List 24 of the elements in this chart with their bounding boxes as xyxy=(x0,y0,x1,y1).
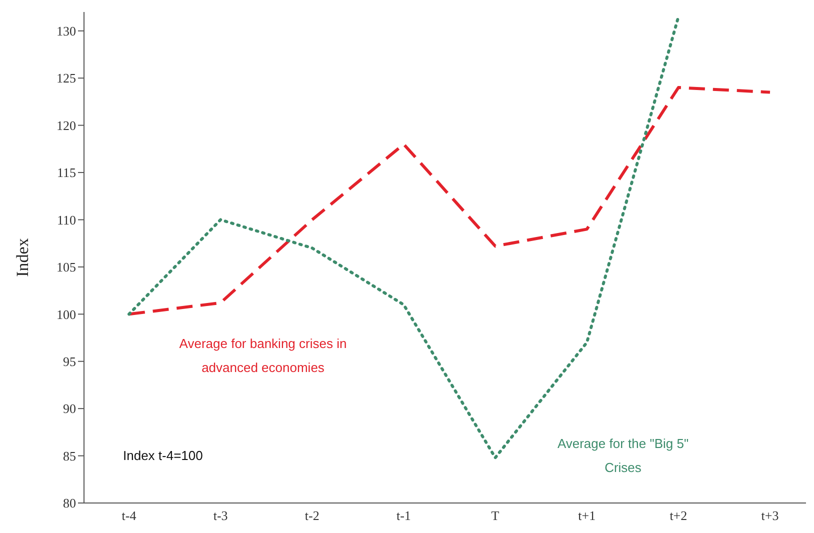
x-tick-label: t-1 xyxy=(396,508,411,524)
y-tick-label: 90 xyxy=(63,401,76,416)
x-tick-label: t+3 xyxy=(761,508,779,524)
annotation: Index t-4=100 xyxy=(123,448,203,463)
y-tick-label: 110 xyxy=(56,212,76,228)
y-tick-label: 105 xyxy=(56,260,76,275)
y-tick-label: 95 xyxy=(63,354,76,369)
y-tick-label: 115 xyxy=(56,165,76,180)
y-tick-label: 100 xyxy=(56,306,76,322)
y-tick-label: 80 xyxy=(63,496,76,511)
x-tick-label: T xyxy=(491,508,500,524)
line-series xyxy=(128,86,772,316)
x-tick-label: t+2 xyxy=(670,508,688,524)
x-tick-label: t-3 xyxy=(213,508,228,524)
x-tick-label: t-4 xyxy=(122,508,137,524)
y-axis-title: Index xyxy=(13,238,32,277)
x-tick-label: t+1 xyxy=(578,508,596,524)
text: Average for banking crises in advanced economies xyxy=(178,335,348,377)
x-tick-label: t-2 xyxy=(304,508,320,524)
text: Average for the "Big 5" Crises xyxy=(556,435,690,477)
y-tick-label: 120 xyxy=(56,118,76,133)
y-tick-label: 130 xyxy=(56,24,76,38)
y-tick-label: 125 xyxy=(56,70,76,86)
y-tick-label: 85 xyxy=(63,448,76,464)
